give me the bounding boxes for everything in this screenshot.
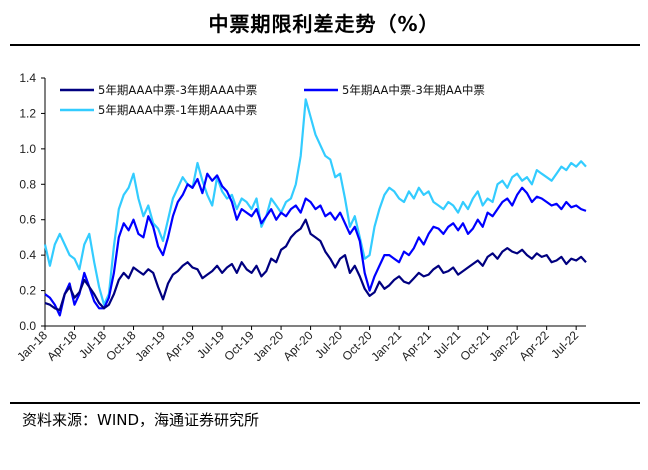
y-tick-label: 1.4 <box>19 71 36 85</box>
series-line-2 <box>44 172 587 317</box>
x-tick-label: Apr-20 <box>280 328 316 364</box>
x-tick-label: Jul-21 <box>430 328 463 361</box>
y-tick-label: 0.0 <box>19 319 36 333</box>
x-tick-label: Apr-21 <box>398 328 434 364</box>
x-tick-label: Apr-19 <box>162 328 198 364</box>
x-tick-label: Jul-19 <box>194 328 227 361</box>
series-lines <box>43 98 587 317</box>
y-tick-label: 1.0 <box>19 142 36 156</box>
legend-label-2: 5年期AA中票-3年期AA中票 <box>342 83 485 97</box>
x-tick-label: Oct-21 <box>457 328 493 364</box>
x-tick-label: Jan-18 <box>14 328 50 364</box>
legend-label-1: 5年期AAA中票-3年期AAA中票 <box>98 83 257 97</box>
x-tick-label: Jul-22 <box>548 328 581 361</box>
x-tick-label: Jul-20 <box>312 328 345 361</box>
bottom-rule <box>10 402 640 404</box>
legend-label-3: 5年期AAA中票-1年期AAA中票 <box>98 103 257 117</box>
y-tick-label: 1.2 <box>19 106 36 120</box>
x-tick-label: Oct-18 <box>103 328 139 364</box>
y-tick-label: 0.4 <box>19 248 36 262</box>
x-tick-label: Oct-20 <box>339 328 375 364</box>
y-tick-label: 0.6 <box>19 213 36 227</box>
chart-title: 中票期限利差走势（%） <box>208 12 440 36</box>
x-tick-label: Jan-20 <box>250 328 286 364</box>
top-rule <box>10 44 640 46</box>
legend: 5年期AAA中票-3年期AAA中票 5年期AA中票-3年期AA中票 5年期AAA中票… <box>60 83 485 117</box>
y-tick-label: 0.8 <box>19 177 36 191</box>
source-note: 资料来源：WIND，海通证券研究所 <box>22 411 260 429</box>
x-tick-label: Jan-21 <box>368 328 404 364</box>
x-tick-label: Apr-18 <box>44 328 80 364</box>
series-line-3 <box>43 98 587 306</box>
x-tick-label: Oct-19 <box>221 328 257 364</box>
x-tick-label: Apr-22 <box>516 328 552 364</box>
series-line-1 <box>44 218 587 312</box>
y-tick-label: 0.2 <box>19 284 36 298</box>
x-tick-label: Jan-22 <box>486 328 522 364</box>
x-tick-label: Jan-19 <box>132 328 168 364</box>
chart-area: 0.00.20.40.60.81.01.21.4Jan-18Apr-18Jul-… <box>14 71 587 364</box>
x-tick-label: Jul-18 <box>76 328 109 361</box>
